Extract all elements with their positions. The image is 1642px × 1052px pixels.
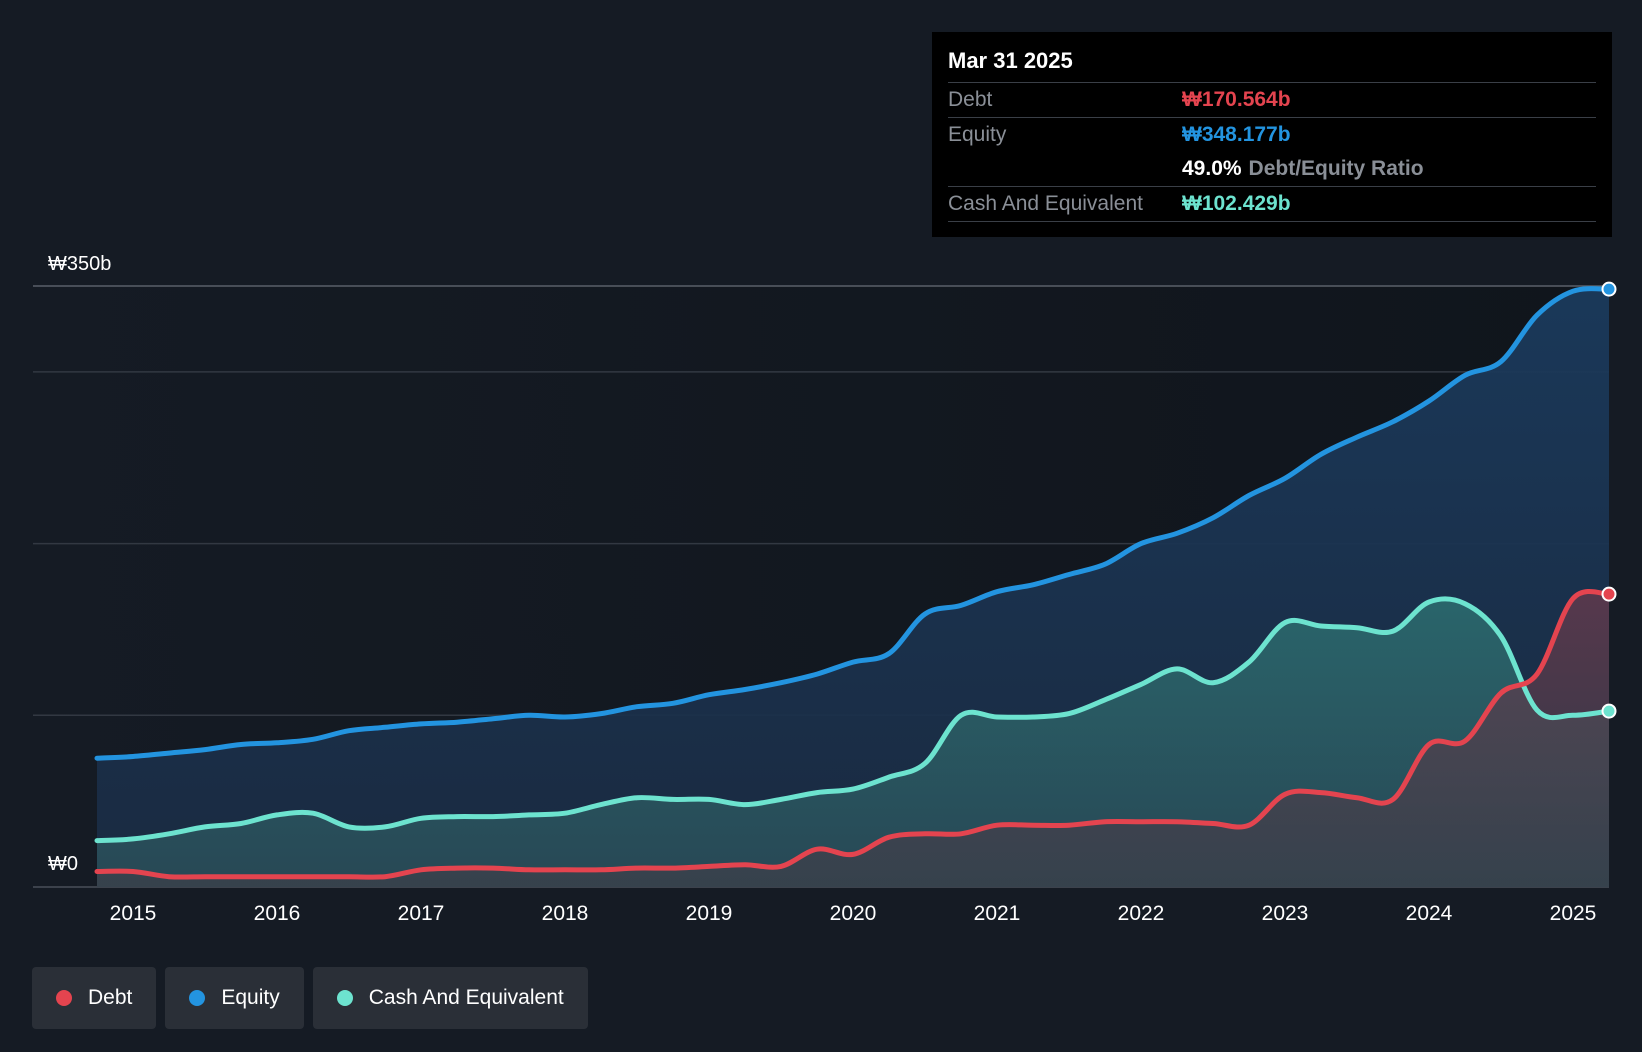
cash-dot-icon [336, 990, 353, 1006]
equity-line [94, 286, 1612, 761]
tooltip-row-debt: Debt ₩170.564b [948, 83, 1596, 118]
x-tick-label: 2017 [398, 902, 445, 925]
tooltip-row-equity: Equity ₩348.177b [948, 118, 1596, 152]
series-areas [97, 288, 1609, 887]
legend-equity-label: Equity [221, 986, 280, 1009]
legend: Debt Equity Cash And Equivalent [32, 967, 588, 1029]
tooltip-row-cash: Cash And Equivalent ₩102.429b [948, 187, 1596, 222]
series-endpoints [1601, 281, 1617, 719]
tooltip-ratio-label: Debt/Equity Ratio [1248, 157, 1424, 180]
x-tick-label: 2023 [1262, 902, 1309, 925]
tooltip-cash-value: ₩102.429b [1182, 192, 1291, 215]
x-tick-label: 2016 [254, 902, 301, 925]
y-axis-bottom-label: ₩0 [48, 853, 78, 875]
tooltip-cash-label: Cash And Equivalent [948, 192, 1143, 215]
y-axis-top-label: ₩350b [48, 253, 111, 275]
debt-area [97, 591, 1609, 887]
cash-endpoint[interactable] [1601, 703, 1617, 719]
equity-endpoint[interactable] [1601, 281, 1617, 297]
legend-item-equity[interactable]: Equity [165, 967, 304, 1029]
x-tick-label: 2024 [1406, 902, 1453, 925]
tooltip-date: Mar 31 2025 [948, 46, 1596, 83]
debt-endpoint[interactable] [1601, 586, 1617, 602]
x-tick-label: 2018 [542, 902, 589, 925]
tooltip-equity-value: ₩348.177b [1182, 123, 1291, 146]
tooltip-equity-label: Equity [948, 123, 1007, 146]
x-tick-label: 2021 [974, 902, 1021, 925]
x-tick-label: 2020 [830, 902, 877, 925]
tooltip-row-ratio: 49.0% Debt/Equity Ratio [948, 152, 1596, 187]
x-tick-label: 2025 [1550, 902, 1597, 925]
tooltip: Mar 31 2025 Debt ₩170.564b Equity ₩348.1… [932, 32, 1612, 237]
cash-line [94, 596, 1612, 844]
tooltip-ratio-spacer [948, 152, 1182, 186]
legend-debt-label: Debt [88, 986, 133, 1009]
debt-dot-icon [56, 990, 72, 1006]
equity-dot-icon [189, 990, 206, 1006]
debt-line [94, 588, 1612, 880]
x-tick-label: 2019 [686, 902, 733, 925]
legend-cash-label: Cash And Equivalent [368, 986, 564, 1009]
tooltip-debt-label: Debt [948, 88, 993, 111]
x-axis-ticks: 2015 2016 2017 2018 2019 2020 2021 2022 2023 2024… [110, 902, 1597, 925]
legend-item-cash[interactable]: Cash And Equivalent [312, 967, 588, 1029]
x-tick-label: 2015 [110, 902, 157, 925]
tooltip-debt-value: ₩170.564b [1182, 88, 1291, 111]
series-lines [94, 286, 1612, 880]
tooltip-ratio-value: 49.0% [1182, 157, 1242, 180]
x-tick-label: 2022 [1118, 902, 1165, 925]
legend-item-debt[interactable]: Debt [32, 967, 157, 1029]
cash-area [97, 598, 1609, 887]
